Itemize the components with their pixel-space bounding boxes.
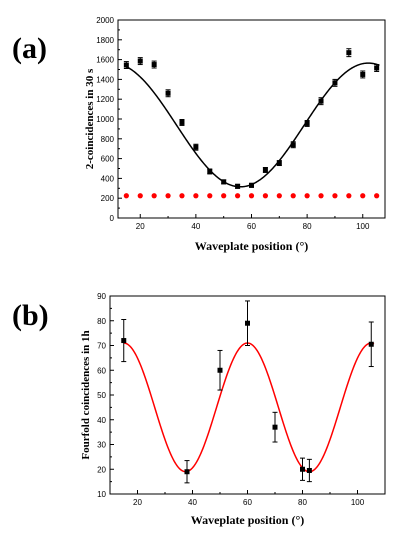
data-point-a <box>165 90 171 96</box>
data-point-a <box>332 80 338 86</box>
baseline-point-a <box>360 193 366 199</box>
y-tick-label-b: 60 <box>97 366 106 375</box>
fit-curve-b <box>123 342 375 473</box>
y-axis-title-b: Fourfold coincidences in 1h <box>80 330 92 459</box>
data-points-b <box>121 300 374 484</box>
y-tick-label-b: 10 <box>97 490 106 499</box>
data-point-a <box>137 58 143 64</box>
baseline-point-a <box>165 193 171 199</box>
x-tick-label-a: 80 <box>303 222 312 231</box>
baseline-point-a <box>123 193 129 199</box>
data-point-a <box>249 182 254 188</box>
x-tick-label-b: 40 <box>188 498 197 507</box>
data-point-b <box>300 466 305 472</box>
y-tick-label-a: 2000 <box>96 16 114 25</box>
data-point-a <box>304 120 310 126</box>
x-tick-label-a: 40 <box>191 222 200 231</box>
baseline-point-a <box>207 193 213 199</box>
panel-a: (a) 20 40 60 80 1000200400600800100012001400… <box>12 16 386 253</box>
y-tick-label-b: 80 <box>97 317 106 326</box>
data-point-a <box>151 62 157 68</box>
baseline-point-a <box>332 193 338 199</box>
y-tick-label-b: 70 <box>97 342 106 351</box>
panel-label-b: (b) <box>12 299 49 332</box>
data-point-b <box>217 367 223 373</box>
axis-ticks-a: 20 40 60 80 10002004006008001000120014001600… <box>96 16 370 231</box>
data-point-b <box>245 320 250 326</box>
data-point-a <box>374 65 380 71</box>
baseline-point-a <box>221 193 227 199</box>
x-tick-label-a: 60 <box>247 222 256 231</box>
baseline-point-a <box>151 193 157 199</box>
data-point-a <box>123 62 129 68</box>
x-tick-label-b: 20 <box>133 498 142 507</box>
x-tick-label-b: 60 <box>243 498 252 507</box>
baseline-point-a <box>374 193 380 199</box>
y-tick-label-b: 90 <box>97 292 106 301</box>
data-point-b <box>121 338 127 344</box>
data-point-a <box>193 144 199 150</box>
baseline-point-a <box>276 193 282 199</box>
x-tick-label-b: 100 <box>351 498 365 507</box>
baseline-point-a <box>346 193 352 199</box>
x-tick-label-a: 100 <box>356 222 370 231</box>
data-point-a <box>290 142 296 148</box>
data-point-b <box>184 469 190 475</box>
y-tick-label-a: 600 <box>101 155 115 164</box>
y-tick-label-a: 1800 <box>96 36 114 45</box>
x-axis-title-b: Waveplate position (°) <box>191 513 304 527</box>
data-point-a <box>360 71 366 77</box>
y-tick-label-a: 0 <box>110 214 115 223</box>
y-tick-label-a: 1200 <box>96 95 114 104</box>
y-tick-label-b: 20 <box>97 465 106 474</box>
y-tick-label-a: 800 <box>101 135 115 144</box>
data-point-a <box>207 168 213 174</box>
panel-label-a: (a) <box>12 32 47 65</box>
data-point-a <box>221 179 227 185</box>
y-tick-label-b: 50 <box>97 391 106 400</box>
data-point-a <box>276 160 282 166</box>
baseline-point-a <box>318 193 324 199</box>
data-points-a <box>123 48 380 189</box>
y-tick-label-a: 200 <box>101 194 115 203</box>
plot-frame-a <box>117 19 386 219</box>
data-point-a <box>318 98 324 104</box>
data-point-b <box>368 341 374 347</box>
data-point-a <box>179 119 185 125</box>
baseline-point-a <box>304 193 310 199</box>
x-tick-label-b: 80 <box>298 498 307 507</box>
baseline-point-a <box>193 193 199 199</box>
x-tick-label-a: 20 <box>136 222 145 231</box>
data-point-a <box>235 183 241 189</box>
baseline-point-a <box>248 193 255 199</box>
y-axis-title-a: 2-coincidences in 30 s <box>84 68 96 169</box>
y-tick-label-a: 1600 <box>96 56 114 65</box>
baseline-point-a <box>137 193 143 199</box>
panel-b: (b) 20 40 60 80 100 10 20 30 40 50 60 70 80 90 Wavepl… <box>12 292 386 527</box>
fit-curve-a <box>125 62 380 188</box>
y-tick-label-a: 400 <box>101 174 115 183</box>
data-point-b <box>272 424 278 430</box>
data-point-a <box>346 50 352 56</box>
x-axis-title-a: Waveplate position (°) <box>195 239 308 253</box>
axis-ticks-b: 20 40 60 80 100 10 20 30 40 50 60 70 80 90 <box>97 292 365 507</box>
baseline-point-a <box>234 193 241 199</box>
y-tick-label-a: 1000 <box>96 115 114 124</box>
y-tick-label-b: 40 <box>97 416 106 425</box>
baseline-point-a <box>290 193 296 199</box>
baseline-point-a <box>179 193 185 199</box>
data-point-a <box>262 167 268 173</box>
y-tick-label-b: 30 <box>97 441 106 450</box>
data-point-b <box>306 467 312 473</box>
y-tick-label-a: 1400 <box>96 75 114 84</box>
baseline-points-a <box>123 193 380 199</box>
baseline-point-a <box>262 193 269 199</box>
